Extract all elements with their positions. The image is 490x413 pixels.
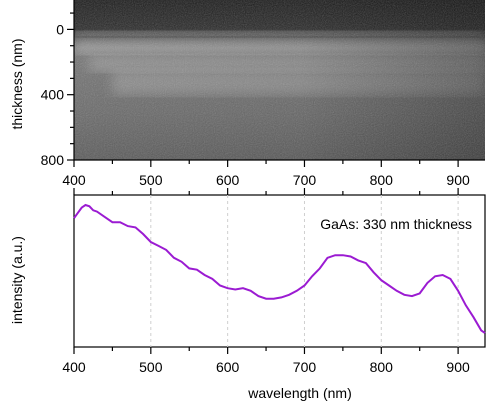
heatmap-y-tick-label: 800 bbox=[41, 152, 65, 168]
heatmap-x-tick-label: 700 bbox=[293, 172, 317, 188]
heatmap-x-tick-label: 500 bbox=[139, 172, 163, 188]
heatmap-x-tick-label: 600 bbox=[216, 172, 240, 188]
line-panel: 400 500 600 700 800 900 wavelength (nm) inten… bbox=[9, 194, 486, 401]
heatmap-x-axis: 400 500 600 700 800 900 bbox=[62, 159, 485, 195]
line-plot-frame bbox=[73, 194, 486, 348]
line-x-tick-label: 800 bbox=[370, 359, 394, 375]
line-x-tick-label: 500 bbox=[139, 359, 163, 375]
line-gridlines bbox=[150, 195, 459, 347]
line-x-tick-label: 600 bbox=[216, 359, 240, 375]
heatmap-y-axis-title: thickness (nm) bbox=[9, 38, 25, 129]
line-x-tick-label: 900 bbox=[446, 359, 470, 375]
sample-annotation: GaAs: 330 nm thickness bbox=[320, 216, 472, 232]
line-y-axis-title: intensity (a.u.) bbox=[9, 236, 25, 324]
line-x-axis-title: wavelength (nm) bbox=[247, 385, 352, 401]
heatmap-y-axis: 0 400 800 bbox=[41, 0, 75, 168]
heatmap-x-tick-label: 400 bbox=[62, 172, 86, 188]
line-x-axis: 400 500 600 700 800 900 bbox=[62, 347, 470, 375]
heatmap-y-tick-label: 400 bbox=[41, 87, 65, 103]
heatmap-x-tick-label: 800 bbox=[370, 172, 394, 188]
heatmap-grain bbox=[74, 0, 485, 160]
heatmap-panel: 0 400 800 400 500 600 700 800 900 thickness (nm… bbox=[9, 0, 485, 195]
line-x-tick-label: 700 bbox=[293, 359, 317, 375]
series-line bbox=[73, 203, 486, 334]
line-x-tick-label: 400 bbox=[62, 359, 86, 375]
heatmap-image bbox=[74, 0, 485, 160]
heatmap-y-tick-label: 0 bbox=[56, 21, 64, 37]
heatmap-x-tick-label: 900 bbox=[446, 172, 470, 188]
